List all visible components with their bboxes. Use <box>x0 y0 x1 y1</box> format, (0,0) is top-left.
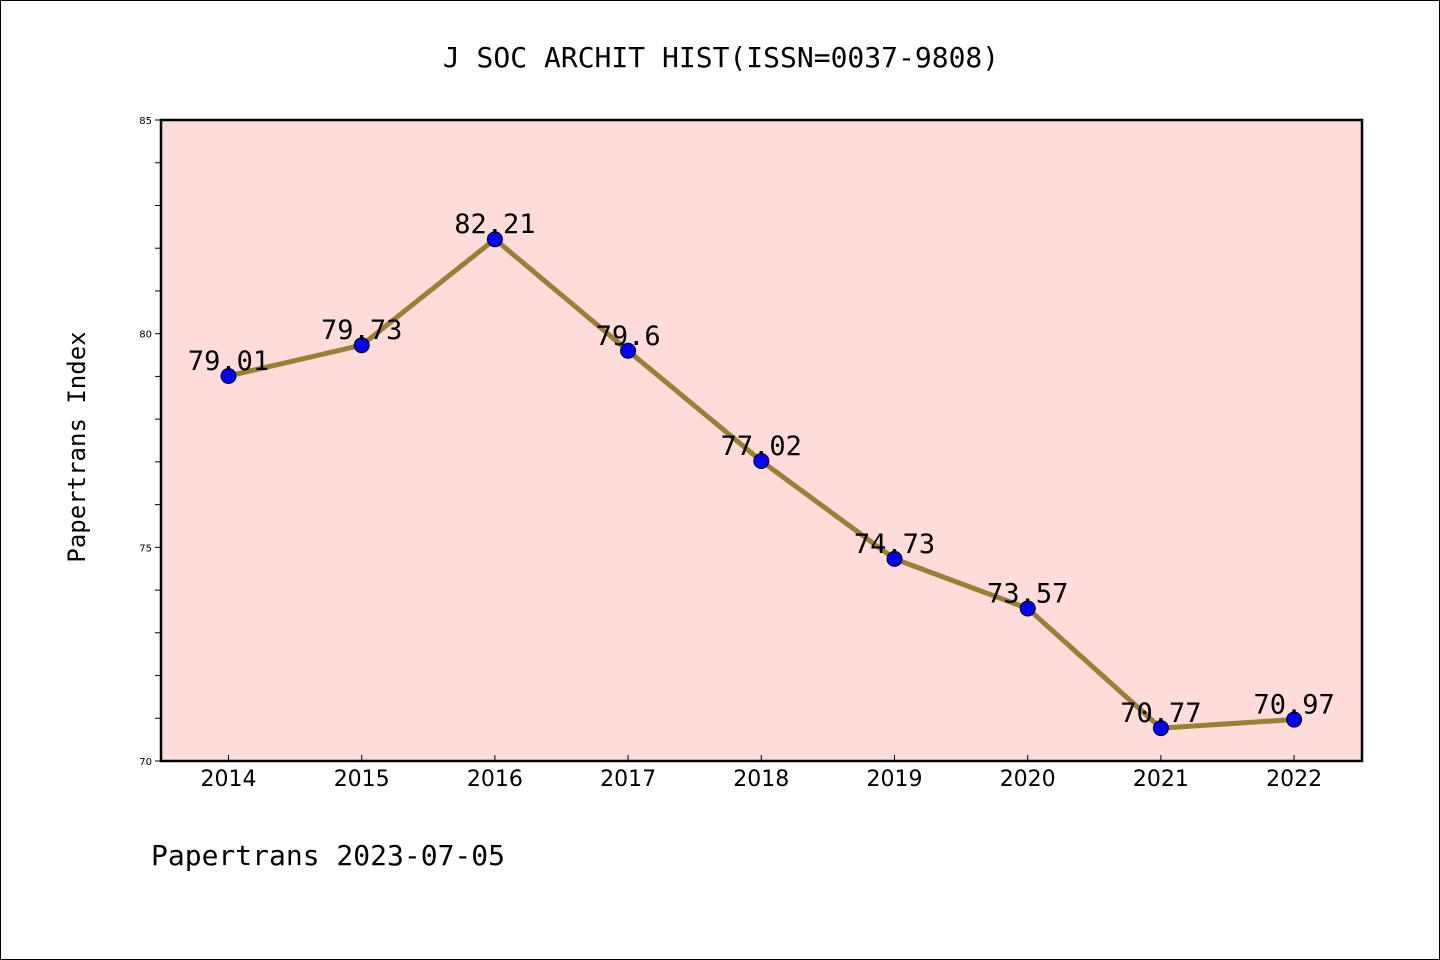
data-label: 79.01 <box>188 346 269 377</box>
x-tick-label: 2016 <box>467 767 523 792</box>
data-label: 79.6 <box>596 321 661 352</box>
data-point <box>620 342 637 359</box>
data-label: 77.02 <box>721 431 802 462</box>
footer-text: Papertrans 2023-07-05 <box>151 839 505 872</box>
y-tick-label: 85 <box>139 116 152 127</box>
x-tick-label: 2017 <box>600 767 656 792</box>
x-tick-label: 2021 <box>1133 767 1189 792</box>
data-point <box>753 453 770 470</box>
plot-frame <box>159 118 1364 763</box>
data-point <box>1019 600 1036 617</box>
chart-title: J SOC ARCHIT HIST(ISSN=0037-9808) <box>443 41 999 74</box>
x-tick-label: 2020 <box>1000 767 1056 792</box>
data-label: 73.57 <box>987 578 1068 609</box>
x-tick-label: 2015 <box>334 767 390 792</box>
y-tick-label: 75 <box>139 543 152 554</box>
y-tick-label: 70 <box>139 757 152 768</box>
x-tick-label: 2018 <box>733 767 789 792</box>
series-layer: 79.01 79.73 82.21 79.6 77.02 74.73 73.57 70.77 7… <box>188 209 1335 737</box>
y-axis-label: Papertrans Index <box>63 331 91 562</box>
x-tick-label: 2022 <box>1266 767 1322 792</box>
data-point <box>486 231 503 248</box>
data-point <box>353 337 370 354</box>
data-label: 82.21 <box>454 209 535 240</box>
x-tick-label: 2019 <box>867 767 923 792</box>
data-label: 70.77 <box>1120 698 1201 729</box>
data-point <box>220 367 237 384</box>
data-label: 74.73 <box>854 529 935 560</box>
data-point <box>886 550 903 567</box>
y-axis-ticks: 70 75 80 85 <box>139 116 161 768</box>
data-label: 70.97 <box>1253 690 1334 721</box>
data-label: 79.73 <box>321 315 402 346</box>
y-tick-label: 80 <box>139 330 152 341</box>
data-point <box>1286 711 1303 728</box>
data-point <box>1152 720 1169 737</box>
x-tick-label: 2014 <box>201 767 257 792</box>
x-axis-ticks: 2014 2015 2016 2017 2018 2019 2020 2021 2022 <box>201 755 1322 792</box>
plot-area <box>161 120 1362 761</box>
